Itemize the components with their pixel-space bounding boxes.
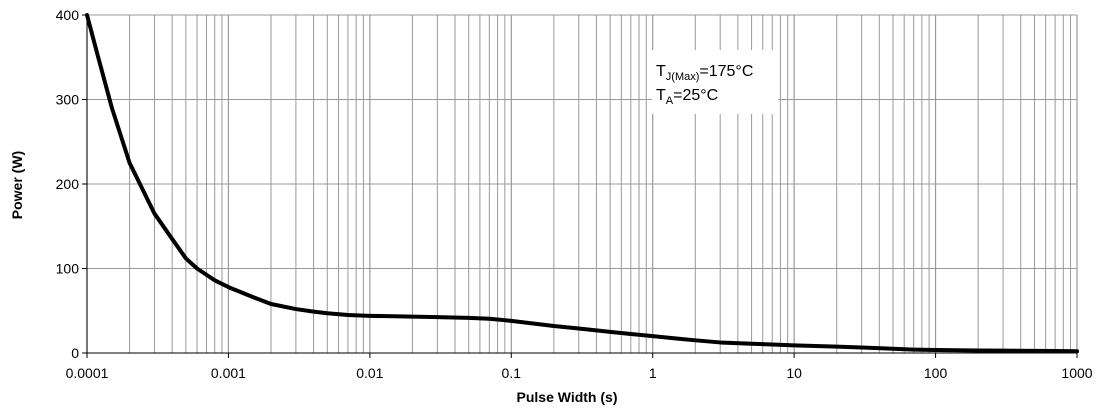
x-tick-label: 100: [924, 365, 948, 381]
x-tick-label: 10: [786, 365, 802, 381]
annotation-tj-main: T: [656, 63, 666, 80]
annotation-tj-sub: J(Max): [666, 71, 700, 83]
power-curve-line: [85, 13, 1079, 354]
axes: [82, 14, 1078, 358]
x-tick-label: 0.1: [502, 365, 522, 381]
annotation-ta-main: T: [656, 87, 666, 104]
x-tick-label: 0.01: [356, 365, 383, 381]
x-tick-label: 1000: [1061, 365, 1092, 381]
y-tick-label: 200: [56, 176, 80, 192]
x-tick-label: 1: [649, 365, 657, 381]
x-tick-label: 0.001: [211, 365, 246, 381]
x-tick-label: 0.0001: [66, 365, 109, 381]
x-axis-title: Pulse Width (s): [517, 389, 618, 405]
annotation-background: [652, 50, 778, 114]
temperature-annotation: TJ(Max)=175°C TA=25°C: [652, 50, 778, 114]
annotation-tj-value: =175°C: [699, 63, 753, 80]
annotation-ta-sub: A: [666, 95, 674, 107]
y-tick-label: 100: [56, 261, 80, 277]
y-axis-title: Power (W): [9, 151, 25, 219]
grid-lines: [86, 14, 1078, 354]
tick-labels: 0 100 200 300 400 0.0001 0.001 0.01 0.1 1 10 100 100…: [56, 7, 1093, 381]
y-tick-label: 0: [71, 345, 79, 361]
y-tick-label: 300: [56, 92, 80, 108]
annotation-ta-value: =25°C: [673, 87, 718, 104]
curve-layer: [85, 13, 1079, 354]
annotation-line-tj: TJ(Max)=175°C: [656, 63, 753, 83]
annotation-line-ta: TA=25°C: [656, 87, 718, 107]
y-tick-label: 400: [56, 7, 80, 23]
